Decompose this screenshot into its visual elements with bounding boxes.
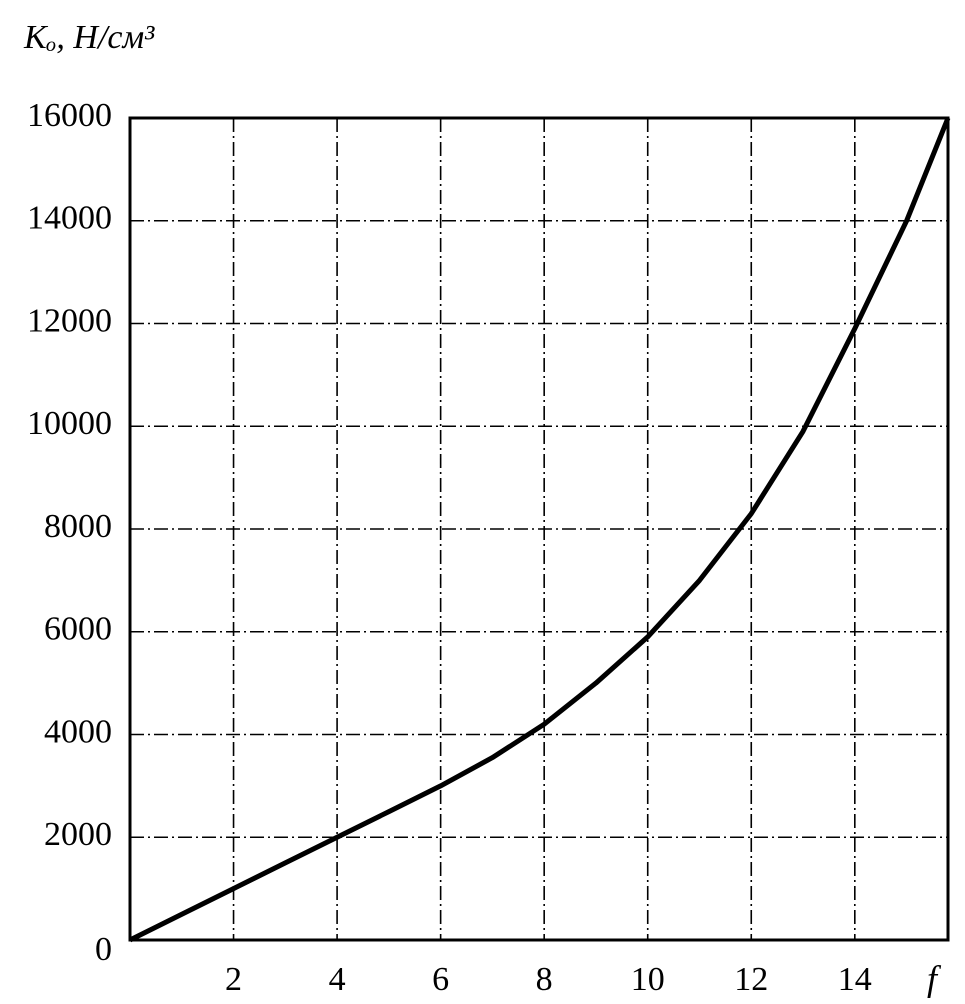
data-line: [128, 117, 951, 943]
y-tick-label: 16000: [27, 97, 112, 134]
y-axis-label: Kₒ, Н/см³: [23, 19, 155, 56]
y-tick-label: 12000: [27, 302, 112, 339]
x-tick-label: 4: [329, 961, 346, 998]
y-tick-label: 8000: [44, 508, 112, 545]
x-tick-label: 14: [838, 961, 872, 998]
y-tick-label: 4000: [44, 713, 112, 750]
y-tick-label: 14000: [27, 200, 112, 237]
x-tick-label: 10: [631, 961, 665, 998]
y-tick-label: 10000: [27, 405, 112, 442]
y-tick-label: 0: [95, 931, 112, 968]
x-tick-label: 2: [225, 961, 242, 998]
x-tick-label: 12: [734, 961, 768, 998]
y-tick-label: 2000: [44, 816, 112, 853]
x-axis-label: f: [927, 958, 942, 998]
x-tick-label: 8: [536, 961, 553, 998]
y-tick-label: 6000: [44, 611, 112, 648]
x-tick-label: 6: [432, 961, 449, 998]
plot-frame: [128, 116, 950, 942]
